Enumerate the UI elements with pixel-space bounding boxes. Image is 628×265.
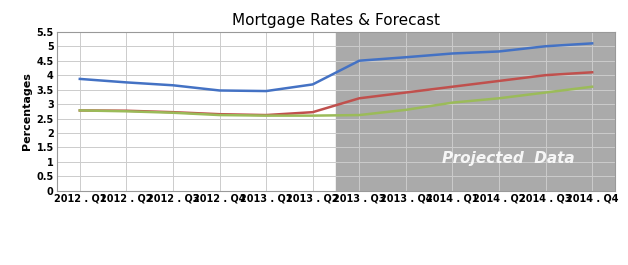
Title: Mortgage Rates & Forecast: Mortgage Rates & Forecast	[232, 13, 440, 28]
Y-axis label: Percentages: Percentages	[23, 72, 32, 150]
Bar	[336, 32, 615, 191]
Text: Projected  Data: Projected Data	[442, 152, 575, 166]
